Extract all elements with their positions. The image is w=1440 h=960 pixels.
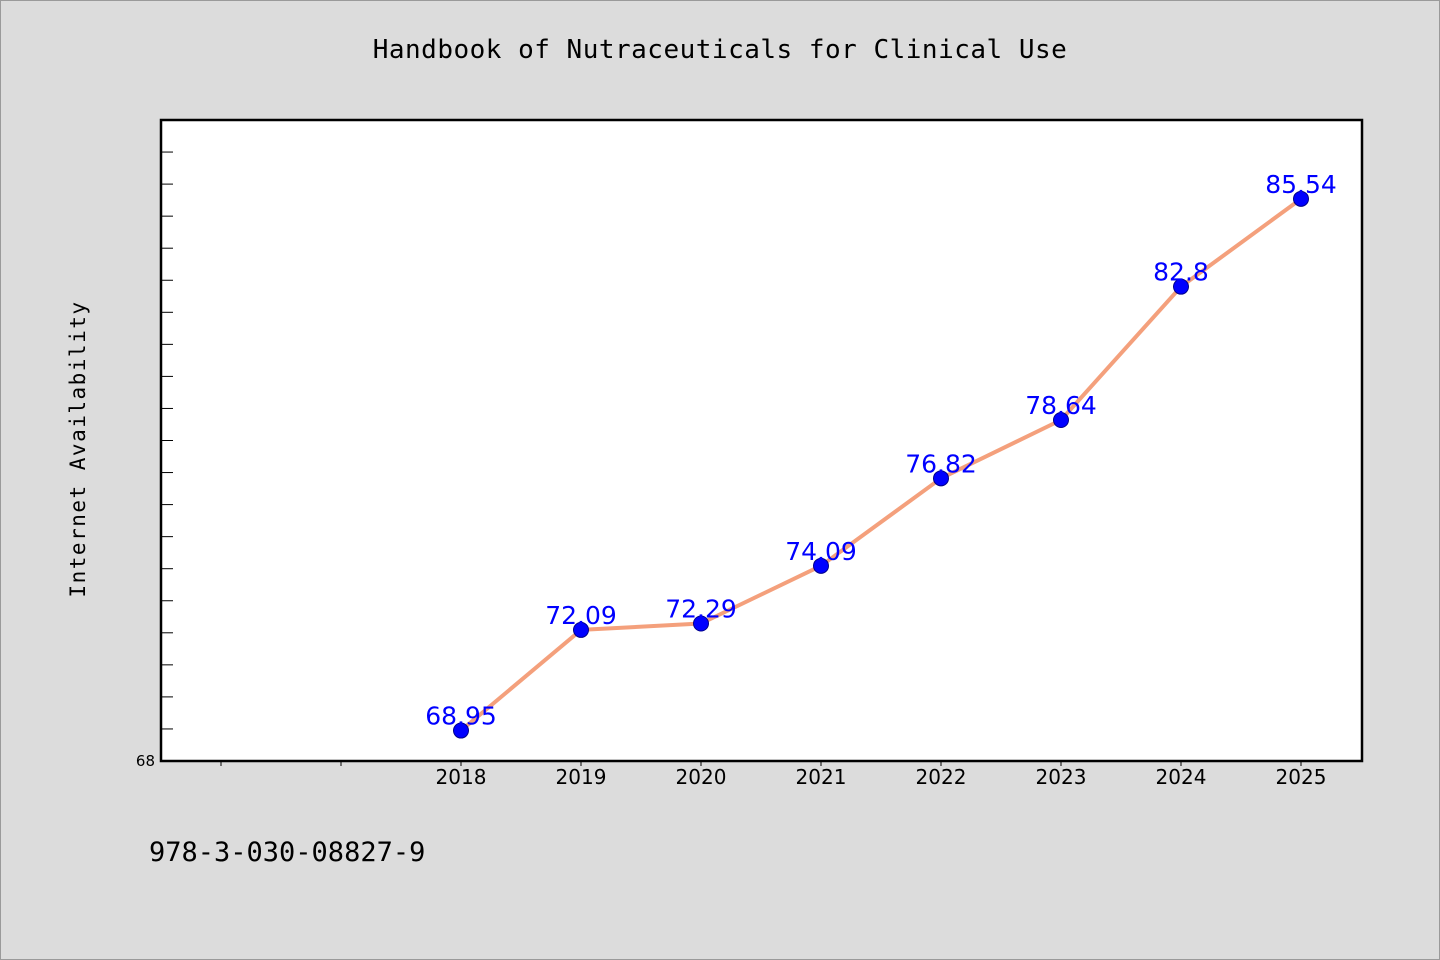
x-tick-label: 2024	[1156, 765, 1207, 789]
data-point	[693, 615, 709, 632]
data-label: 85.54	[1265, 170, 1337, 199]
x-tick-label: 2025	[1276, 765, 1327, 789]
data-point	[453, 722, 469, 739]
data-point	[573, 621, 589, 638]
series-line	[459, 196, 1303, 733]
data-label: 82.8	[1153, 258, 1209, 287]
data-point	[813, 557, 829, 574]
x-tick-label: 2023	[1036, 765, 1087, 789]
x-tick-label: 2019	[556, 765, 607, 789]
data-label: 74.09	[785, 537, 857, 566]
data-label: 76.82	[905, 449, 977, 478]
data-point	[1173, 278, 1189, 295]
x-tick-label: 2020	[676, 765, 727, 789]
chart-title: Handbook of Nutraceuticals for Clinical …	[372, 35, 1068, 65]
data-point	[1053, 411, 1069, 428]
data-point	[1293, 190, 1309, 207]
isbn-text: 978-3-030-08827-9	[149, 837, 426, 868]
data-label: 72.29	[665, 595, 737, 624]
x-tick-label: 2018	[436, 765, 487, 789]
data-label: 78.64	[1025, 391, 1097, 420]
plot-area	[159, 118, 1364, 763]
y-tick-label: 68	[136, 752, 155, 770]
x-tick-label: 2021	[796, 765, 847, 789]
data-point	[933, 470, 949, 487]
data-label: 68.95	[425, 702, 497, 731]
data-label: 72.09	[545, 601, 617, 630]
x-tick-label: 2022	[916, 765, 967, 789]
